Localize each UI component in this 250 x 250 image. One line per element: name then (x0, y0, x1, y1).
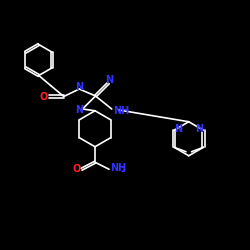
Text: NH: NH (114, 106, 130, 116)
Text: N: N (76, 82, 84, 92)
Text: N: N (105, 75, 113, 85)
Text: O: O (40, 92, 48, 102)
Text: N: N (196, 124, 203, 134)
Text: N: N (75, 105, 83, 115)
Text: O: O (72, 164, 80, 174)
Text: 2: 2 (120, 167, 126, 173)
Text: NH: NH (110, 163, 127, 173)
Text: N: N (174, 124, 182, 134)
